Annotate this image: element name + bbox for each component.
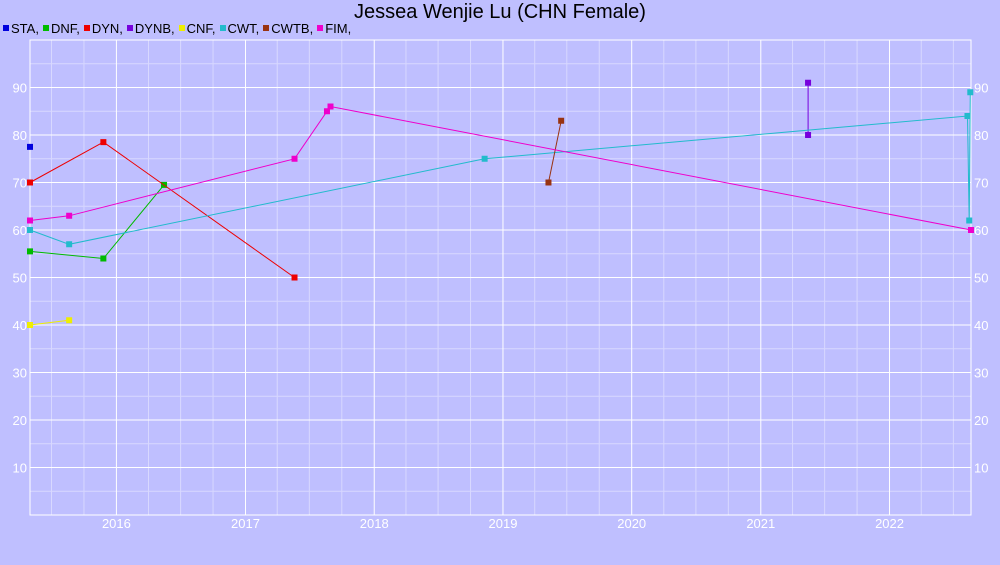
legend-item-dyn: DYN, (83, 20, 123, 36)
data-point-cwt (66, 241, 73, 248)
data-point-cwtb (558, 117, 565, 124)
legend-item-dynb: DYNB, (126, 20, 175, 36)
data-point-cwt (966, 217, 973, 224)
legend-label: FIM, (325, 20, 352, 36)
legend: STA, DNF, DYN, DYNB, CNF, CWT, CWTB, FIM, (3, 20, 355, 36)
x-tick-label: 2018 (360, 516, 389, 531)
data-point-dyn (27, 179, 33, 186)
data-point-fim (327, 103, 334, 110)
legend-swatch (83, 25, 90, 31)
legend-label: STA, (11, 20, 39, 36)
y-tick-label-right: 60 (974, 223, 988, 238)
data-point-fim (66, 212, 73, 219)
y-tick-label: 50 (13, 271, 27, 286)
legend-label: DYNB, (134, 20, 175, 36)
legend-label: CWTB, (271, 20, 314, 36)
legend-item-cwt: CWT, (219, 20, 260, 36)
data-point-fim (27, 217, 33, 224)
x-tick-label: 2019 (489, 516, 518, 531)
y-tick-label-right: 40 (974, 318, 988, 333)
legend-label: DYN, (91, 20, 123, 36)
data-point-dynb (805, 79, 812, 86)
legend-label: DNF, (50, 20, 80, 36)
data-point-cwt (27, 227, 33, 233)
y-tick-label: 30 (13, 366, 27, 381)
data-point-sta (27, 143, 33, 150)
legend-swatch (3, 25, 9, 31)
legend-swatch (263, 25, 270, 31)
y-tick-label-right: 10 (974, 461, 988, 476)
y-tick-label: 20 (13, 413, 27, 428)
y-tick-label-right: 50 (974, 271, 988, 286)
legend-label: CWT, (227, 20, 260, 36)
y-tick-label-right: 90 (974, 81, 988, 96)
legend-swatch (42, 25, 49, 31)
data-point-dyn (291, 274, 298, 281)
x-tick-label: 2022 (875, 516, 904, 531)
y-tick-label: 70 (13, 176, 27, 191)
plot-frame (29, 39, 972, 516)
data-point-cnf (66, 317, 73, 324)
legend-item-fim: FIM, (317, 21, 351, 36)
y-tick-label-right: 70 (974, 176, 988, 191)
data-point-fim (323, 108, 330, 115)
data-point-cwt (481, 155, 488, 162)
chart-title: Jessea Wenjie Lu (CHN Female) (354, 1, 646, 23)
data-point-dyn (100, 139, 107, 146)
x-tick-label: 2021 (746, 516, 775, 531)
legend-item-dnf: DNF, (42, 20, 80, 36)
series-line-fim (29, 105, 972, 231)
series-line-dyn (29, 141, 295, 278)
y-tick-label: 40 (13, 318, 27, 333)
data-point-cwt (964, 113, 971, 119)
legend-swatch (317, 25, 324, 31)
legend-item-cwtb: CWTB, (263, 21, 313, 36)
data-point-dnf (100, 255, 107, 262)
data-point-cnf (27, 322, 33, 328)
y-tick-label-right: 30 (974, 366, 988, 381)
y-tick-label: 60 (13, 223, 27, 238)
x-tick-label: 2020 (617, 516, 646, 531)
legend-item-cnf: CNF, (178, 20, 216, 36)
legend-swatch (219, 25, 226, 31)
series-line-cwtb (548, 120, 562, 183)
y-tick-label-right: 20 (974, 413, 988, 428)
data-point-dnf (27, 248, 33, 255)
data-point-cwtb (545, 179, 552, 186)
series-line-cnf (29, 319, 70, 326)
legend-swatch (178, 25, 185, 31)
y-tick-label-right: 80 (974, 128, 988, 143)
y-tick-label: 90 (13, 81, 27, 96)
legend-swatch (126, 25, 133, 31)
data-point-fim (968, 227, 974, 233)
series-line-dnf (29, 184, 165, 260)
data-point-dynb (805, 132, 812, 138)
x-tick-label: 2017 (231, 516, 260, 531)
data-point-cwt (967, 89, 974, 96)
legend-label: CNF, (186, 20, 216, 36)
y-tick-label: 80 (13, 128, 27, 143)
y-tick-label: 10 (13, 461, 27, 476)
data-point-fim (291, 155, 298, 162)
series-line-cwt (29, 92, 971, 245)
legend-item-sta: STA, (3, 21, 39, 36)
x-tick-label: 2016 (102, 516, 131, 531)
